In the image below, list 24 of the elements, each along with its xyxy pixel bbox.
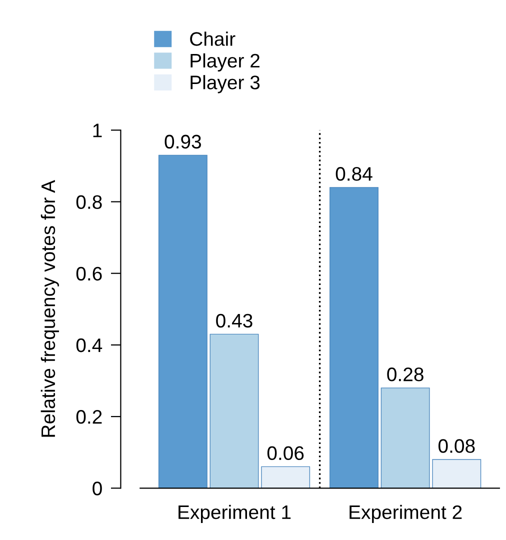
y-axis-title: Relative frequency votes for A [40,180,59,437]
data-label: 0.84 [336,167,372,181]
data-label: 0.08 [438,439,475,453]
bar [380,388,430,488]
data-label: 0.93 [164,134,201,149]
y-tick-label: 0 [92,482,102,496]
y-tick-label: 0.2 [76,410,102,424]
y-tick-label: 0.4 [76,338,102,352]
data-label: 0.43 [216,314,252,328]
y-tick-label: 0.6 [76,266,102,281]
data-label: 0.06 [267,446,304,460]
bar [432,459,482,488]
y-tick-label: 0.8 [76,195,102,209]
bar [158,154,208,488]
x-tick-label: Experiment 1 [178,504,291,523]
bar [261,466,310,488]
bar [330,187,378,488]
legend-label: Player 3 [190,75,260,94]
data-label: 0.28 [387,368,424,382]
x-tick-label: Experiment 2 [350,504,462,523]
legend-label: Player 2 [190,53,260,72]
legend-label: Chair [190,32,236,46]
bar [210,334,259,488]
y-tick-label: 1 [93,124,102,138]
